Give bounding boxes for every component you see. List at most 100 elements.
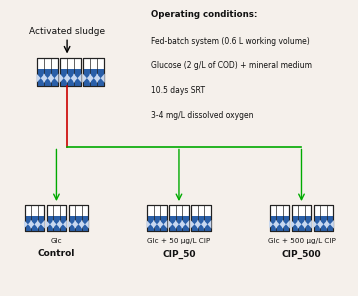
Polygon shape	[282, 220, 286, 229]
Polygon shape	[54, 73, 59, 83]
Polygon shape	[71, 73, 75, 83]
Polygon shape	[173, 220, 176, 229]
Text: 3-4 mg/L dissolved oxygen: 3-4 mg/L dissolved oxygen	[151, 111, 253, 120]
Polygon shape	[146, 220, 150, 229]
Text: Fed-batch system (0.6 L working volume): Fed-batch system (0.6 L working volume)	[151, 37, 309, 46]
Bar	[314, 205, 333, 231]
Polygon shape	[280, 220, 284, 229]
Bar	[191, 205, 211, 231]
Text: Glucose (2 g/L of COD) + mineral medium: Glucose (2 g/L of COD) + mineral medium	[151, 62, 311, 70]
Polygon shape	[57, 220, 61, 229]
Polygon shape	[90, 73, 94, 83]
Bar	[25, 216, 44, 231]
Polygon shape	[273, 220, 277, 229]
Bar	[147, 216, 167, 231]
Polygon shape	[286, 220, 290, 229]
Polygon shape	[301, 220, 305, 229]
Polygon shape	[160, 220, 164, 229]
Bar	[169, 216, 189, 231]
Polygon shape	[34, 220, 38, 229]
Polygon shape	[291, 220, 295, 229]
Text: 10.5 days SRT: 10.5 days SRT	[151, 86, 204, 95]
Bar	[147, 205, 167, 231]
Polygon shape	[53, 220, 57, 229]
Polygon shape	[67, 73, 71, 83]
Bar	[83, 58, 104, 86]
Bar	[83, 69, 104, 86]
Polygon shape	[50, 220, 54, 229]
Polygon shape	[204, 220, 208, 229]
Bar	[61, 69, 81, 86]
Polygon shape	[28, 220, 32, 229]
Polygon shape	[46, 220, 50, 229]
Polygon shape	[78, 220, 82, 229]
Polygon shape	[197, 220, 201, 229]
Polygon shape	[313, 220, 317, 229]
Polygon shape	[276, 220, 280, 229]
Polygon shape	[24, 220, 28, 229]
Bar	[191, 216, 211, 231]
Polygon shape	[190, 220, 194, 229]
Polygon shape	[85, 220, 89, 229]
Text: Operating conditions:: Operating conditions:	[151, 10, 257, 19]
Bar	[314, 205, 333, 231]
Polygon shape	[324, 220, 328, 229]
Polygon shape	[60, 73, 64, 83]
Polygon shape	[78, 73, 82, 83]
Bar	[69, 205, 88, 231]
Polygon shape	[64, 73, 68, 83]
Bar	[83, 58, 104, 86]
Bar	[270, 216, 289, 231]
Text: Glc: Glc	[50, 238, 62, 244]
Polygon shape	[48, 73, 52, 83]
Polygon shape	[74, 220, 78, 229]
Polygon shape	[153, 220, 157, 229]
Polygon shape	[81, 220, 85, 229]
Polygon shape	[157, 220, 161, 229]
Polygon shape	[182, 220, 185, 229]
Bar	[25, 205, 44, 231]
Polygon shape	[68, 220, 72, 229]
Bar	[37, 58, 58, 86]
Polygon shape	[150, 220, 154, 229]
Polygon shape	[43, 73, 48, 83]
Polygon shape	[175, 220, 179, 229]
Polygon shape	[330, 220, 334, 229]
Polygon shape	[37, 220, 41, 229]
Bar	[37, 69, 58, 86]
Polygon shape	[72, 220, 76, 229]
Polygon shape	[326, 220, 330, 229]
Bar	[270, 205, 289, 231]
Polygon shape	[63, 220, 67, 229]
Polygon shape	[41, 220, 45, 229]
Polygon shape	[169, 220, 173, 229]
Polygon shape	[83, 73, 87, 83]
Bar	[37, 58, 58, 86]
Bar	[191, 205, 211, 231]
Text: CIP_50: CIP_50	[162, 250, 196, 259]
Bar	[47, 216, 66, 231]
Bar	[25, 205, 44, 231]
Text: Glc + 50 μg/L CIP: Glc + 50 μg/L CIP	[147, 238, 211, 244]
Polygon shape	[308, 220, 312, 229]
Polygon shape	[37, 73, 41, 83]
Bar	[169, 205, 189, 231]
Polygon shape	[185, 220, 189, 229]
Bar	[292, 205, 311, 231]
Bar	[61, 58, 81, 86]
Bar	[61, 58, 81, 86]
Bar	[292, 216, 311, 231]
Polygon shape	[317, 220, 321, 229]
Bar	[69, 205, 88, 231]
Polygon shape	[320, 220, 324, 229]
Polygon shape	[50, 73, 54, 83]
Polygon shape	[101, 73, 105, 83]
Polygon shape	[297, 220, 301, 229]
Bar	[69, 216, 88, 231]
Bar	[47, 205, 66, 231]
Polygon shape	[269, 220, 273, 229]
Text: CIP_500: CIP_500	[282, 250, 321, 259]
Polygon shape	[194, 220, 198, 229]
Polygon shape	[208, 220, 211, 229]
Polygon shape	[87, 73, 91, 83]
